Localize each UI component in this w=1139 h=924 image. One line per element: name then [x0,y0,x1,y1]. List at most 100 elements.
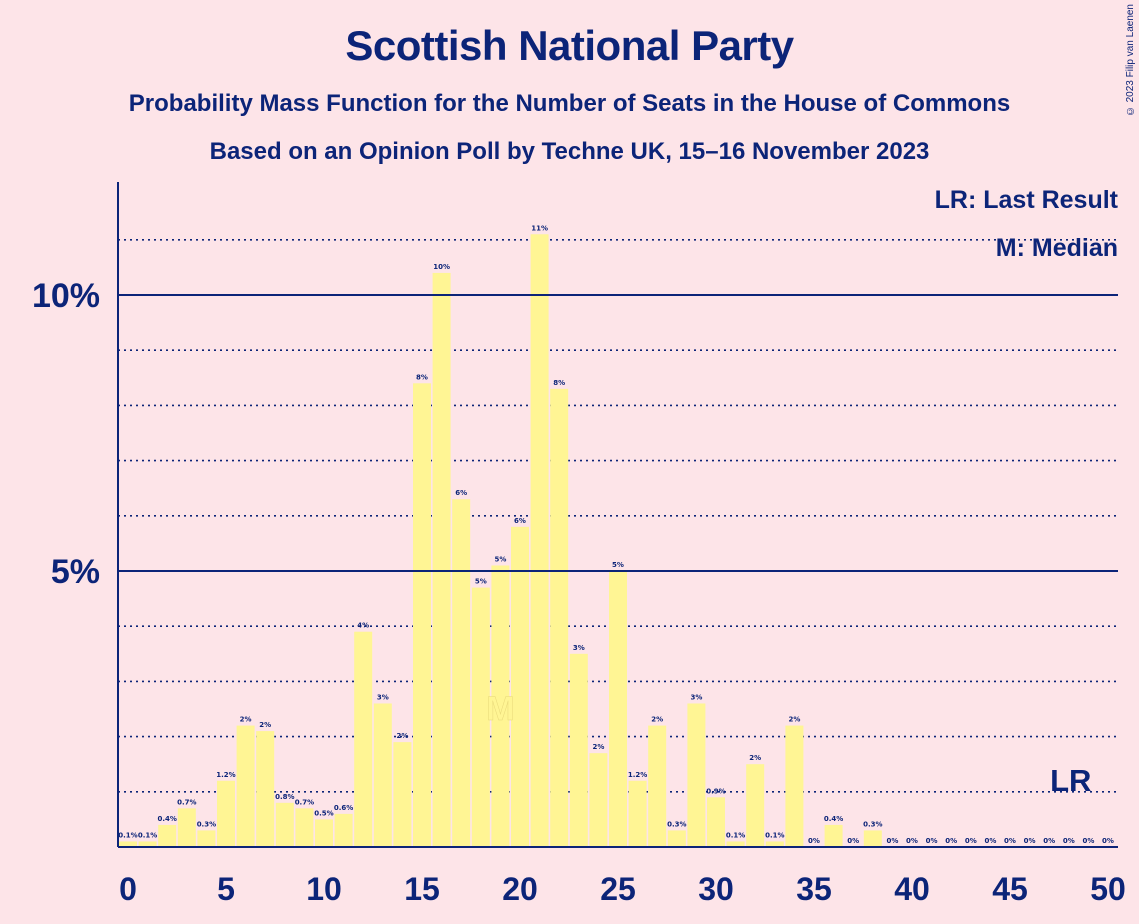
bar-value-label: 0.3% [197,820,216,828]
bar [726,841,745,847]
bar [119,841,137,847]
bar-value-label: 0.1% [765,831,784,839]
bar-value-label: 3% [377,693,389,701]
bar [765,841,784,847]
bar-value-label: 0.4% [157,815,176,823]
bar [648,725,667,847]
bar-value-label: 0% [945,837,957,845]
bar-value-label: 0.5% [314,809,333,817]
bar [785,725,804,847]
bar-value-label: 0.8% [275,793,294,801]
bar [197,830,216,847]
bar-value-label: 5% [612,561,624,569]
bar [452,499,471,847]
chart-subtitle: Probability Mass Function for the Number… [128,90,1011,117]
x-tick-label: 40 [894,871,930,907]
bar-value-label: 3% [573,644,585,652]
bar [569,653,588,847]
x-tick-label: 30 [698,871,734,907]
bar [667,830,686,847]
bar-value-label: 6% [514,517,526,525]
x-tick-label: 45 [992,871,1028,907]
bar-value-label: 0% [886,837,898,845]
bar [354,631,373,847]
y-tick-label: 10% [32,277,100,315]
x-tick-label: 25 [600,871,636,907]
bar-value-label: 11% [531,224,548,232]
bar [471,587,490,847]
bar [863,830,882,847]
chart-source-subtitle: Based on an Opinion Poll by Techne UK, 1… [209,138,930,165]
bar [236,725,255,847]
bar [628,780,647,847]
bar [413,383,431,847]
bar-value-label: 0.7% [177,798,196,806]
bar-value-label: 2% [651,716,663,724]
bar-value-label: 8% [553,379,565,387]
last-result-marker: LR [1050,763,1091,798]
bar [393,742,412,847]
bar [589,753,608,847]
bar [217,780,235,847]
legend-median: M: Median [995,234,1118,262]
bar-value-label: 0.1% [138,831,157,839]
x-tick-label: 35 [796,871,832,907]
y-tick-label: 5% [51,553,100,591]
x-tick-label: 5 [217,871,235,907]
bar [550,388,569,847]
bar-value-label: 2% [240,716,252,724]
bar [315,819,333,847]
bar [491,565,510,847]
bar [824,824,843,847]
bar-value-label: 0% [847,837,859,845]
bar-value-label: 2% [259,721,271,729]
bar [295,808,314,847]
bar-value-label: 2% [749,754,761,762]
bar-value-label: 0.3% [863,820,882,828]
bar [432,272,451,847]
bar [746,764,765,847]
bar [138,841,157,847]
chart-title: Scottish National Party [345,22,794,69]
bar-value-label: 0.6% [334,804,353,812]
bar [530,234,549,847]
x-tick-label: 0 [119,871,137,907]
bar-value-label: 2% [396,732,408,740]
legend-last-result: LR: Last Result [934,186,1118,214]
bar-value-label: 0% [965,837,977,845]
bar-value-label: 0.4% [824,815,843,823]
bar-value-label: 0% [1063,837,1075,845]
bar-value-label: 0% [906,837,918,845]
bar [158,824,177,847]
bar-value-label: 10% [433,263,450,271]
bar-value-label: 0% [1082,837,1094,845]
bar [373,703,392,847]
bar-value-label: 0% [926,837,938,845]
bar-value-label: 6% [455,489,467,497]
bar-value-label: 1.2% [216,771,235,779]
bar-value-label: 1.2% [628,771,647,779]
bar-value-label: 0.3% [667,820,686,828]
median-marker: M [486,690,514,728]
x-tick-label: 50 [1090,871,1126,907]
bar [609,571,627,847]
bar-value-label: 0.1% [726,831,745,839]
x-tick-label: 10 [306,871,342,907]
bar-value-label: 2% [592,743,604,751]
bar-value-label: 4% [357,622,369,630]
bar-value-label: 0.7% [295,798,314,806]
bar-value-label: 0% [1102,837,1114,845]
bar-value-label: 5% [494,555,506,563]
bar-value-label: 5% [475,578,487,586]
bar [275,802,294,847]
bar [687,703,706,847]
x-tick-label: 20 [502,871,538,907]
x-tick-label: 15 [404,871,440,907]
bar [707,797,725,847]
bar [256,731,275,847]
bar-value-label: 8% [416,373,428,381]
bar-value-label: 0.1% [118,831,137,839]
bar [511,526,529,847]
bar [177,808,196,847]
